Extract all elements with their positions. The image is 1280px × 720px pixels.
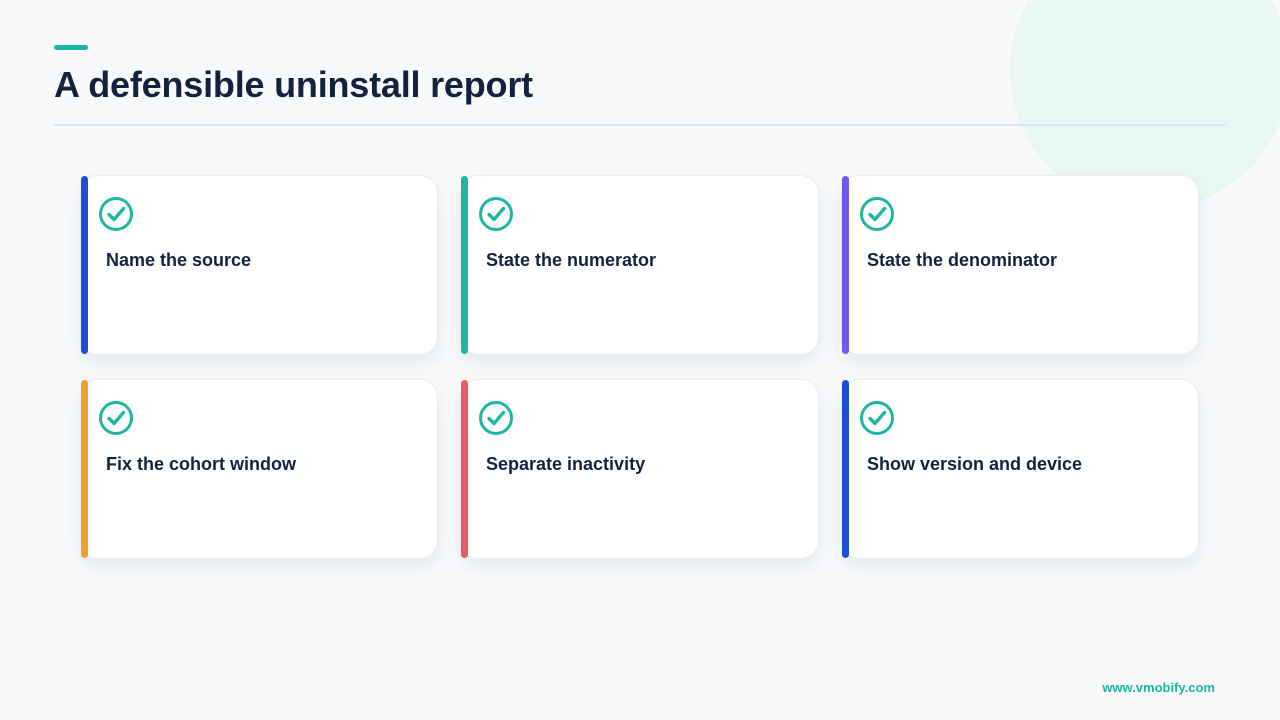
check-circle-icon xyxy=(99,401,133,435)
card-grid: Name the source State the numerator Stat… xyxy=(80,175,1200,559)
card-label: Name the source xyxy=(106,250,252,270)
card-stripe xyxy=(842,176,849,354)
card-state-the-denominator: State the denominator xyxy=(841,175,1199,355)
card-label: Separate inactivity xyxy=(486,454,646,474)
card-label: Fix the cohort window xyxy=(106,454,296,474)
card-stripe xyxy=(461,380,468,558)
check-circle-icon xyxy=(860,401,894,435)
page-title: A defensible uninstall report xyxy=(54,64,533,105)
card-stripe xyxy=(81,380,88,558)
card-stripe xyxy=(842,380,849,558)
card-label: Show version and device xyxy=(867,454,1083,474)
title-accent-bar xyxy=(54,45,88,50)
card-stripe xyxy=(81,176,88,354)
card-stripe xyxy=(461,176,468,354)
check-circle-icon xyxy=(479,197,513,231)
card-show-version-and-device: Show version and device xyxy=(841,379,1199,559)
check-circle-icon xyxy=(860,197,894,231)
card-separate-inactivity: Separate inactivity xyxy=(460,379,819,559)
card-name-the-source: Name the source xyxy=(80,175,438,355)
check-circle-icon xyxy=(99,197,133,231)
check-circle-icon xyxy=(479,401,513,435)
title-divider xyxy=(54,124,1226,126)
footer-url: www.vmobify.com xyxy=(1102,680,1215,695)
card-fix-the-cohort-window: Fix the cohort window xyxy=(80,379,438,559)
card-label: State the denominator xyxy=(867,250,1058,270)
card-label: State the numerator xyxy=(486,250,657,270)
card-state-the-numerator: State the numerator xyxy=(460,175,819,355)
